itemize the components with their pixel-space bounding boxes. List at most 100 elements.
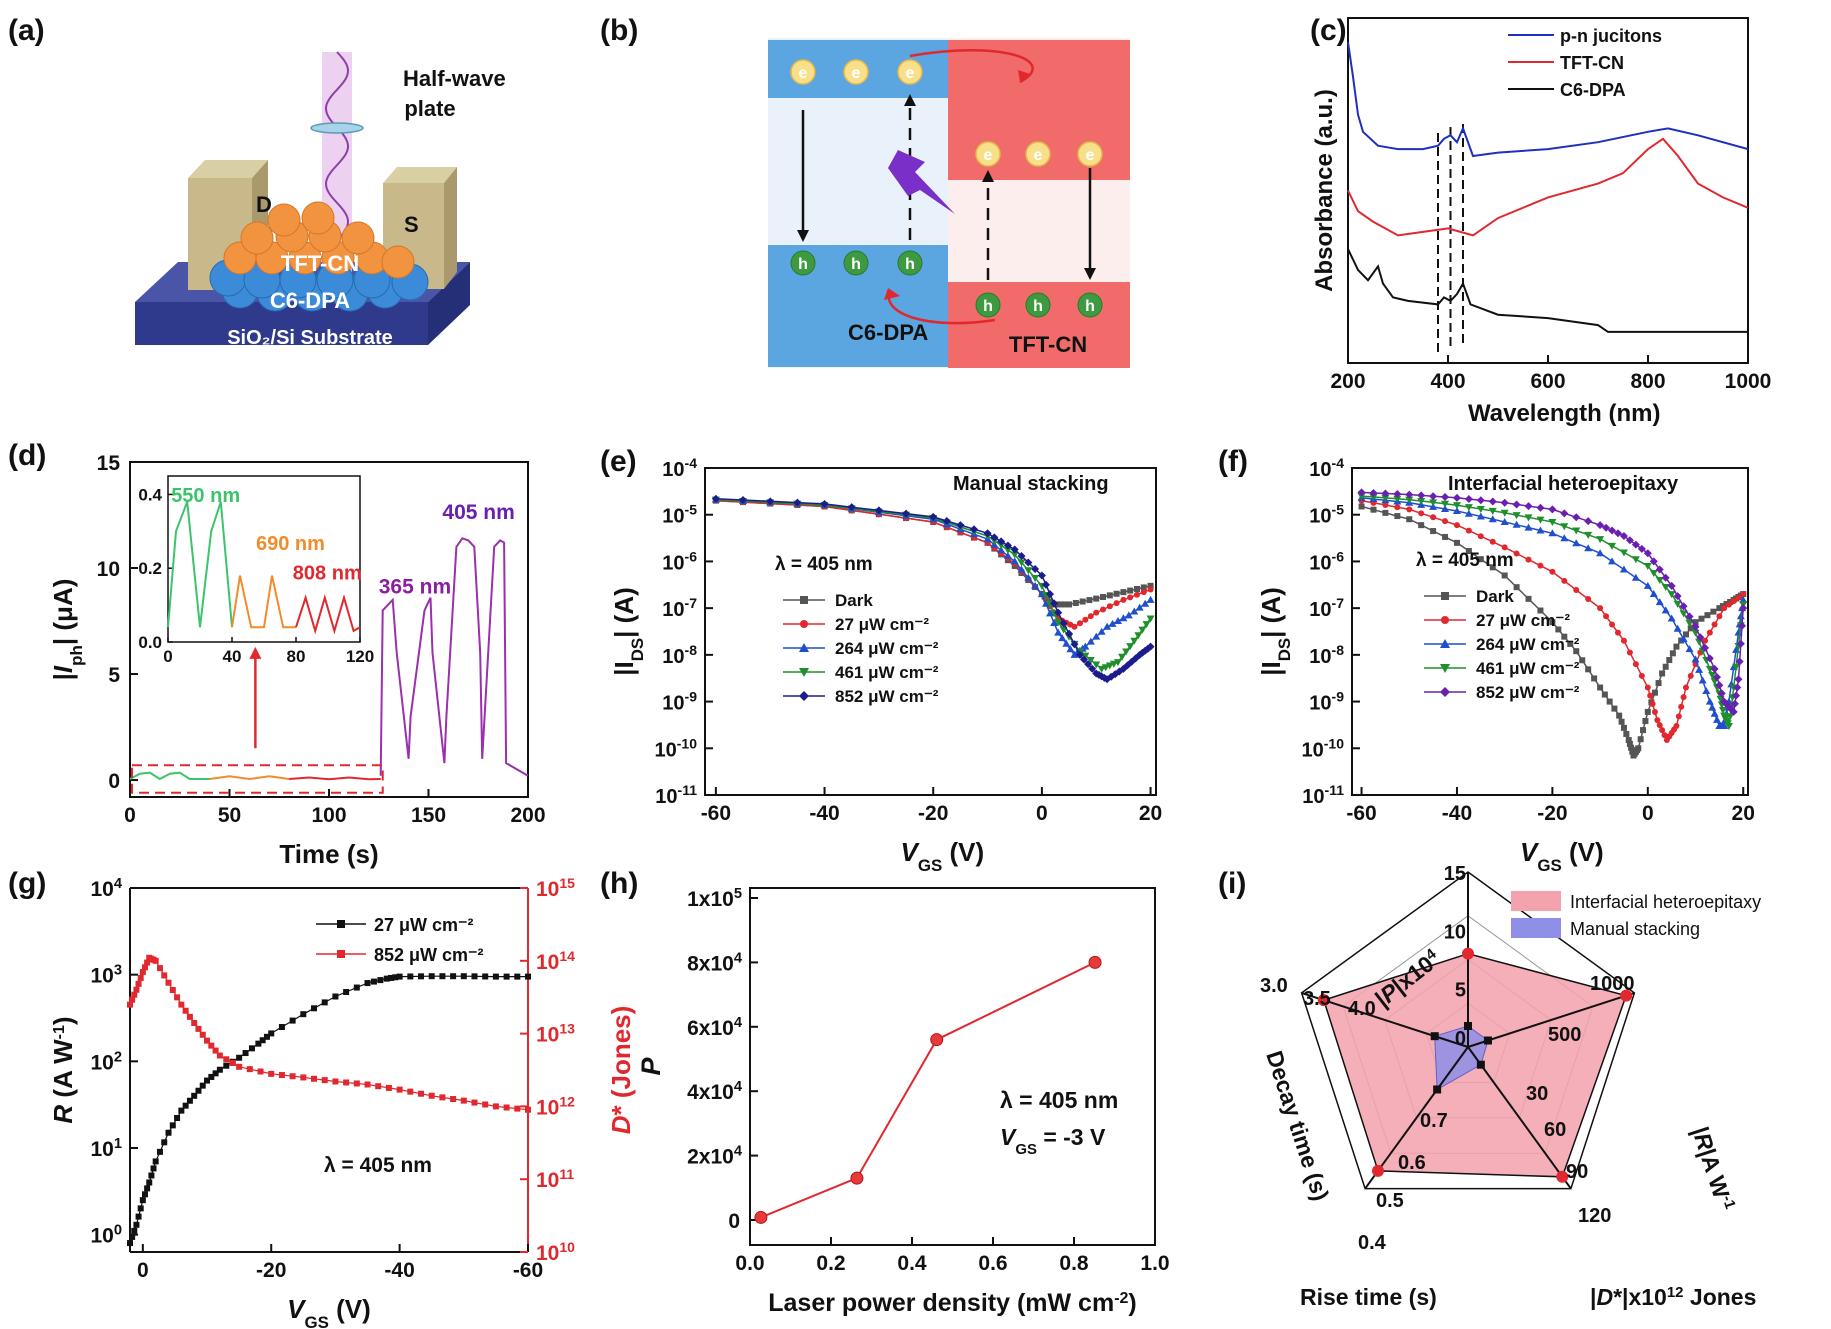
data-point [1678, 703, 1685, 710]
inset-series-line-0 [167, 501, 233, 628]
data-point [186, 1097, 193, 1104]
legend-label: 27 μW cm⁻² [1476, 611, 1570, 630]
data-point [1512, 500, 1521, 509]
panel-label: (a) [8, 14, 45, 47]
radar-tick-label: 3.5 [1303, 988, 1331, 1010]
data-point [199, 1082, 206, 1089]
data-point [1673, 624, 1682, 632]
legend-marker [799, 691, 809, 701]
excitation-arrow-right-head [982, 170, 994, 182]
data-point [1710, 664, 1719, 673]
hole-transfer-arrow-head [884, 288, 900, 300]
data-point [1103, 622, 1112, 630]
data-point [1591, 675, 1598, 682]
data-point [289, 1073, 296, 1080]
layer-label-c6-dpa: C6-DPA [270, 288, 350, 313]
x-axis-title: Wavelength (nm) [1468, 400, 1660, 427]
data-point [1651, 689, 1658, 696]
tick-label: 10-8 [1309, 642, 1344, 668]
data-point [1061, 601, 1068, 608]
x-tick-label: -20 [918, 802, 948, 825]
data-point [1712, 715, 1721, 723]
data-point [1572, 539, 1581, 547]
data-point [208, 1073, 215, 1080]
data-point [1655, 577, 1664, 585]
electrode-d-label: D [256, 192, 272, 217]
hole-label: h [1033, 298, 1043, 315]
data-point [1606, 698, 1613, 705]
electron-dot [790, 59, 816, 85]
data-point [1626, 649, 1633, 656]
data-point [1041, 580, 1050, 589]
y-right-tick-label: 1013 [536, 1021, 575, 1047]
x-tick-label: -60 [701, 802, 731, 825]
legend-marker [1441, 592, 1449, 600]
data-point [156, 1148, 163, 1155]
data-point [1113, 659, 1122, 667]
wavelength-annotation: λ = 405 nm [1416, 550, 1514, 571]
radar-tick-label: 90 [1566, 1161, 1588, 1183]
data-point [1037, 571, 1046, 580]
data-point [1666, 657, 1673, 664]
data-point [1127, 594, 1134, 601]
data-point [1084, 660, 1093, 669]
data-point [1113, 590, 1120, 597]
series-line-0 [1361, 505, 1744, 758]
data-point [1609, 621, 1616, 628]
panel-label: (c) [1310, 14, 1347, 47]
data-point [1476, 505, 1485, 513]
y-right-tick-label: 1014 [536, 948, 575, 974]
data-point [1046, 590, 1055, 599]
data-point [1718, 707, 1727, 715]
data-point [268, 1070, 275, 1077]
data-point [1644, 708, 1651, 715]
x-tick-label: 0.2 [816, 1252, 845, 1275]
data-point [148, 1172, 155, 1179]
data-point [1572, 527, 1581, 535]
data-point [1126, 643, 1135, 651]
half-wave-plate [310, 122, 364, 134]
data-point [1488, 507, 1497, 515]
data-point [1613, 529, 1622, 538]
data-point [1561, 633, 1568, 640]
panel-b: (b) e e e e e e h h h h h h C6-DPA TFT-CN [600, 14, 1130, 368]
data-point [1488, 497, 1497, 506]
data-point [1058, 634, 1067, 642]
radar-tick-label: 30 [1526, 1083, 1548, 1105]
x-tick-label: 0.8 [1059, 1252, 1089, 1275]
x-tick-label: 0 [1642, 802, 1654, 825]
data-point [1720, 721, 1729, 729]
data-point [259, 1037, 266, 1044]
data-point [1066, 645, 1075, 653]
legend-marker [1441, 616, 1449, 624]
data-point [1133, 591, 1140, 598]
data-point [997, 542, 1006, 550]
data-point [129, 1233, 136, 1240]
legend-marker [800, 620, 808, 628]
data-point [1584, 544, 1593, 552]
data-point [1643, 581, 1652, 589]
series-line [760, 961, 1096, 1219]
data-point [255, 1040, 262, 1047]
data-point [1394, 504, 1401, 511]
data-point [1685, 612, 1694, 621]
data-point [1698, 676, 1707, 684]
data-point [1696, 633, 1705, 642]
x-tick-label: 800 [1630, 370, 1665, 393]
data-point [1381, 494, 1390, 502]
data-point [1698, 615, 1705, 622]
wavelength-annotation: λ = 405 nm [324, 1154, 432, 1177]
data-point [174, 994, 181, 1001]
data-point [141, 1191, 148, 1198]
data-point [182, 1007, 189, 1014]
data-point [1031, 575, 1040, 583]
tick-label: 10-4 [1309, 455, 1344, 481]
x-tick-label: 100 [311, 804, 346, 827]
panel-annotation: Interfacial heteroepitaxy [1448, 473, 1679, 495]
data-point [1524, 523, 1533, 531]
data-point [1088, 664, 1097, 673]
data-point [471, 973, 478, 980]
data-point [956, 521, 965, 530]
legend-marker [1440, 639, 1450, 648]
data-point [165, 1129, 172, 1136]
